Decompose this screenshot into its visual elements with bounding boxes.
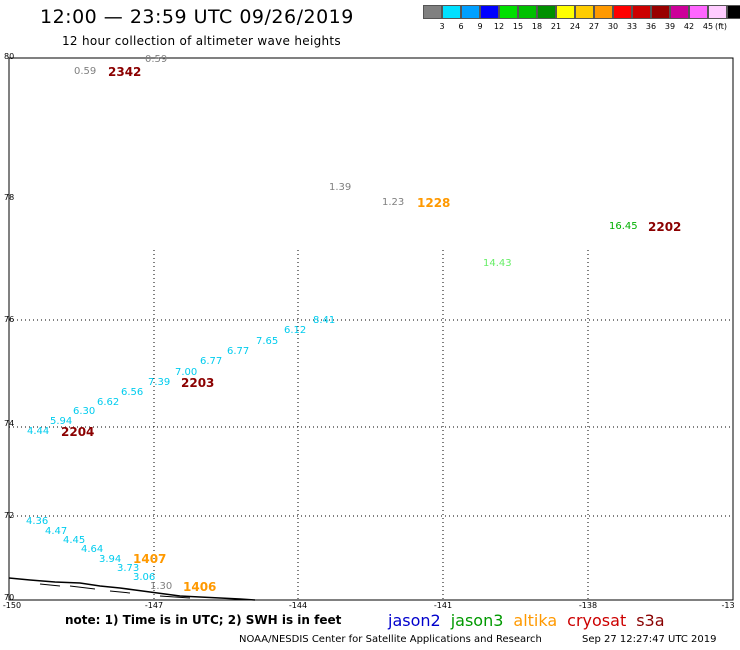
wave-height-label: 3.94 [99, 554, 122, 565]
lon-label: -147 [144, 601, 164, 610]
legend-s3a: s3a [636, 611, 665, 630]
wave-height-label: 14.43 [483, 258, 512, 269]
scale-label: 30 [607, 22, 619, 31]
wave-height-label: 0.59 [74, 66, 97, 77]
scale-unit: (ft) [714, 22, 728, 31]
scale-label: 33 [626, 22, 638, 31]
pass-time-label: 2202 [648, 220, 682, 234]
pass-time-label: 1406 [183, 580, 217, 594]
color-scale-labels: 3 6 9 12 15 18 21 24 27 30 33 36 39 42 4… [423, 22, 740, 34]
wave-height-label: 7.65 [256, 336, 279, 347]
scale-swatch [518, 5, 537, 19]
footer-note: note: 1) Time is in UTC; 2) SWH is in fe… [65, 613, 342, 627]
legend-cryosat: cryosat [567, 611, 627, 630]
map-border [8, 57, 734, 601]
lat-label: 72 [4, 511, 15, 520]
pass-time-label: 2204 [61, 425, 95, 439]
lat-label: 78 [4, 193, 15, 202]
wave-height-label: 4.44 [27, 426, 50, 437]
wave-height-label: 4.36 [26, 516, 49, 527]
scale-swatch [537, 5, 556, 19]
wave-height-label: 6.77 [227, 346, 250, 357]
scale-label: 24 [569, 22, 581, 31]
lon-label: -141 [433, 601, 453, 610]
legend-jason2: jason2 [388, 611, 441, 630]
wave-height-label: 6.62 [97, 397, 120, 408]
legend-jason3: jason3 [450, 611, 504, 630]
footer-credit: NOAA/NESDIS Center for Satellite Applica… [239, 634, 542, 645]
scale-swatch [632, 5, 651, 19]
lat-label: 80 [4, 52, 15, 61]
scale-swatch [442, 5, 461, 19]
scale-swatch [613, 5, 632, 19]
wave-height-label: 6.30 [73, 406, 96, 417]
coastal-islands [39, 583, 191, 599]
wave-height-label: 3.73 [117, 563, 140, 574]
pass-time-label: 1407 [133, 552, 167, 566]
wave-height-label: 7.39 [148, 377, 171, 388]
page-title: 12:00 — 23:59 UTC 09/26/2019 [40, 6, 354, 28]
scale-swatch [461, 5, 480, 19]
scale-label: 3 [439, 22, 445, 31]
scale-swatch [480, 5, 499, 19]
scale-swatch [575, 5, 594, 19]
color-scale [423, 5, 740, 19]
wave-height-label: 0.59 [145, 54, 168, 65]
pass-time-label: 2342 [108, 65, 142, 79]
lon-label: -150 [2, 601, 22, 610]
scale-swatch [423, 5, 442, 19]
scale-label: 45 [702, 22, 714, 31]
scale-label: 18 [531, 22, 543, 31]
page-subtitle: 12 hour collection of altimeter wave hei… [62, 34, 341, 48]
wave-height-label: 1.30 [150, 581, 173, 592]
satellite-legend: jason2 jason3 altika cryosat s3a [388, 611, 675, 630]
wave-height-label: 4.45 [63, 535, 86, 546]
wave-height-label: 7.00 [175, 367, 198, 378]
scale-swatch [499, 5, 518, 19]
wave-height-label: 16.45 [609, 221, 638, 232]
alaska-coastline [8, 577, 256, 601]
wave-height-label: 1.23 [382, 197, 405, 208]
scale-label: 6 [458, 22, 464, 31]
footer-timestamp: Sep 27 12:27:47 UTC 2019 [582, 634, 717, 645]
scale-label: 15 [512, 22, 524, 31]
wave-height-label: 8.41 [313, 315, 336, 326]
lat-label: 76 [4, 315, 15, 324]
wave-height-label: 4.47 [45, 526, 68, 537]
scale-label: 12 [493, 22, 505, 31]
wave-height-label: 1.39 [329, 182, 352, 193]
pass-time-label: 1228 [417, 196, 451, 210]
scale-swatch [651, 5, 670, 19]
scale-label: 21 [550, 22, 562, 31]
scale-swatch [708, 5, 727, 19]
scale-swatch [670, 5, 689, 19]
scale-label: 39 [664, 22, 676, 31]
scale-label: 36 [645, 22, 657, 31]
scale-swatch [689, 5, 708, 19]
pass-time-label: 2203 [181, 376, 215, 390]
legend-altika: altika [513, 611, 558, 630]
scale-label: 42 [683, 22, 695, 31]
wave-height-label: 3.06 [133, 572, 156, 583]
scale-swatch [556, 5, 575, 19]
scale-label: 27 [588, 22, 600, 31]
wave-height-label: 6.56 [121, 387, 144, 398]
wave-height-label: 6.12 [284, 325, 307, 336]
lat-label: 74 [4, 419, 15, 428]
wave-height-label: 6.77 [200, 356, 223, 367]
scale-swatch [727, 5, 740, 19]
scale-label: 9 [477, 22, 483, 31]
lat-label: 70 [4, 593, 15, 602]
wave-height-label: 5.94 [50, 416, 73, 427]
lon-label: -13 [721, 601, 735, 610]
lon-label: -138 [578, 601, 598, 610]
wave-height-label: 4.64 [81, 544, 104, 555]
scale-swatch [594, 5, 613, 19]
lon-label: -144 [288, 601, 308, 610]
